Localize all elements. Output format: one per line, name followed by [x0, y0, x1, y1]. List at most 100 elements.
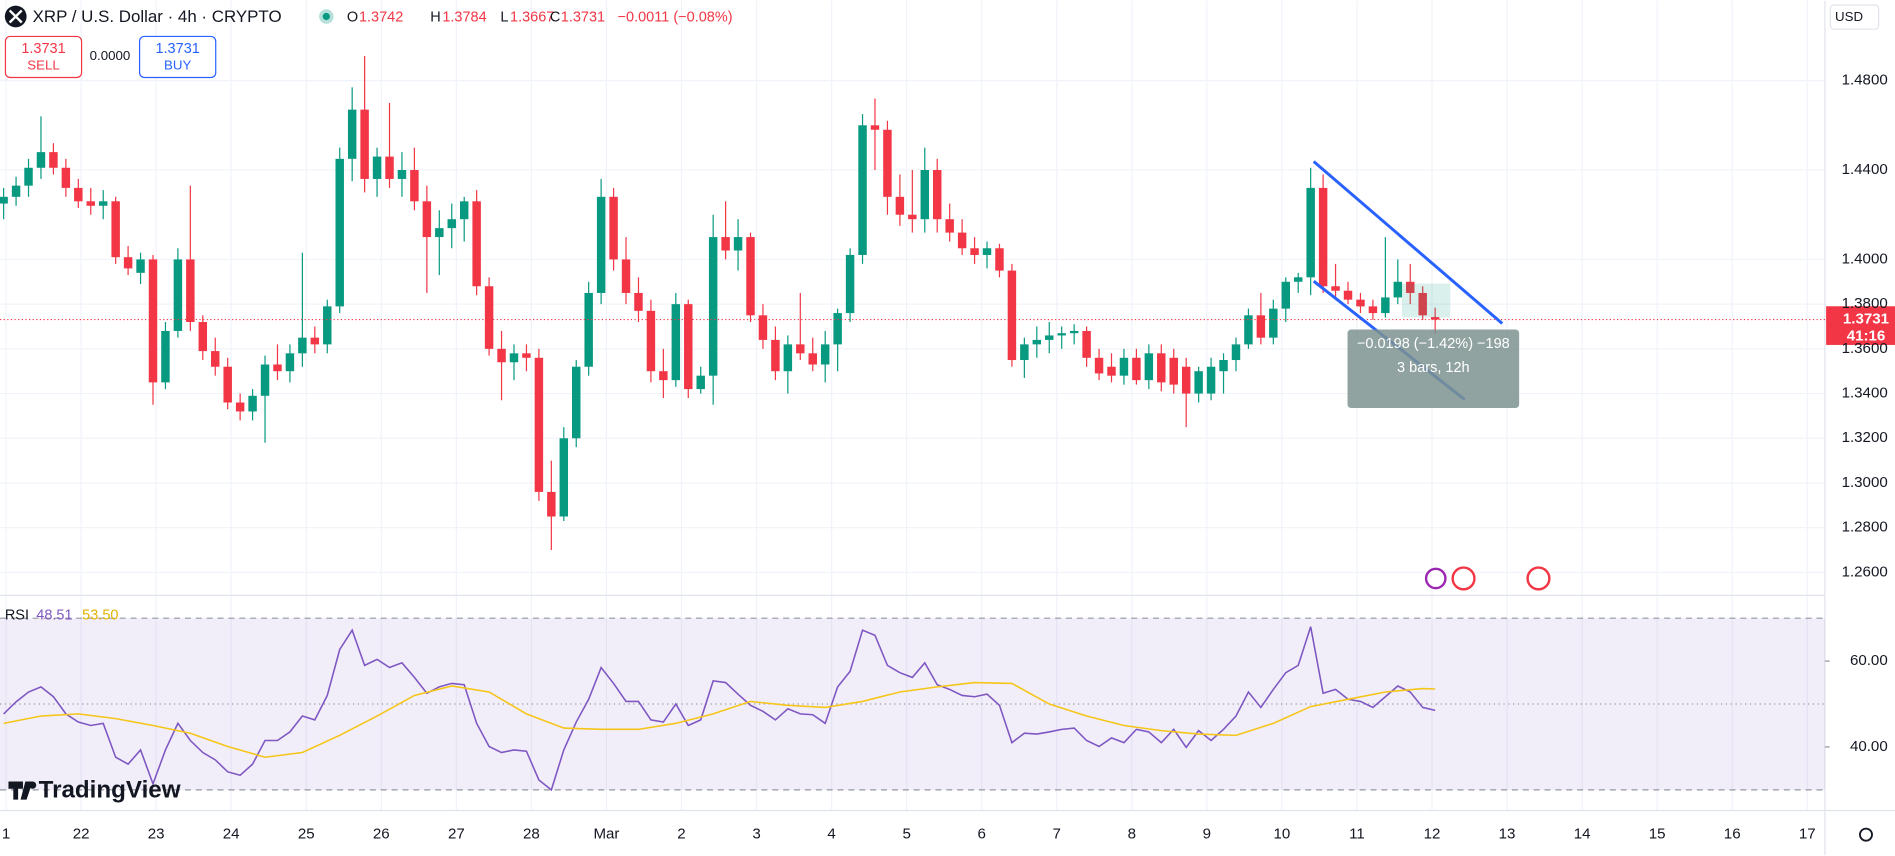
candle-body — [883, 129, 892, 197]
candle-body — [559, 438, 569, 517]
brand-logo — [29, 781, 37, 789]
price-tag-countdown: 41:16 — [1847, 327, 1886, 344]
sell-price: 1.3731 — [21, 41, 65, 57]
x-tick-label: Mar — [593, 826, 619, 843]
grid — [0, 0, 1825, 811]
candle-body — [522, 353, 531, 358]
candle-body — [1343, 290, 1353, 300]
sell-button[interactable] — [4, 35, 83, 79]
candle-body — [1020, 344, 1029, 361]
candle-body — [74, 187, 83, 202]
candle-body — [833, 313, 842, 345]
candle-body — [459, 201, 469, 220]
candle-body — [1132, 357, 1141, 381]
spread: 0.0000 — [90, 48, 131, 63]
candle-body — [1045, 335, 1054, 340]
candle-body — [758, 315, 768, 340]
ohlc-key: O — [347, 10, 358, 26]
rsi-tick-label: 60.00 — [1850, 652, 1888, 669]
candle-body — [783, 344, 793, 372]
x-tick-label: 12 — [1424, 826, 1441, 843]
candle-body — [61, 167, 71, 188]
candle-body — [1293, 277, 1303, 282]
price-tag-value: 1.3731 — [1843, 311, 1889, 328]
candle-body — [771, 339, 780, 372]
candle-body — [447, 219, 456, 229]
candle-body — [1094, 357, 1104, 374]
candle-body — [24, 167, 33, 186]
x-tick-label: 1 — [2, 826, 10, 843]
ohlc-key: L — [500, 10, 508, 26]
candle-body — [721, 237, 730, 251]
event-icon[interactable] — [1451, 566, 1476, 591]
x-tick-label: 24 — [223, 826, 240, 843]
candles — [0, 55, 1825, 551]
change: −0.0011 (−0.08%) — [618, 10, 733, 26]
x-tick-label: 8 — [1128, 826, 1136, 843]
candle-body — [422, 201, 432, 238]
candle-body — [98, 201, 108, 206]
candle-body — [111, 201, 120, 258]
candle-body — [1256, 315, 1266, 338]
buy-button[interactable] — [138, 35, 217, 79]
candle-body — [248, 395, 257, 412]
candle-body — [1032, 339, 1042, 345]
candle-body — [372, 156, 382, 179]
candle-body — [708, 237, 718, 376]
symbol-title: XRP / U.S. Dollar · 4h · CRYPTO — [33, 7, 282, 26]
y-tick-label: 1.4800 — [1842, 72, 1888, 89]
y-tick-label: 1.2600 — [1842, 563, 1888, 580]
candle-body — [360, 109, 369, 179]
candle-body — [957, 232, 967, 249]
candle-body — [1144, 353, 1154, 381]
candle-body — [410, 170, 419, 202]
event-icon[interactable] — [1424, 567, 1447, 590]
settings-icon[interactable] — [1859, 827, 1873, 842]
candle-body — [1430, 317, 1440, 320]
candle-body — [397, 170, 407, 179]
candle-body — [932, 170, 942, 220]
ohlc-value: 1.3784 — [442, 10, 486, 26]
candle-body — [323, 306, 332, 345]
candle-body — [684, 304, 693, 390]
rsi-value: 48.51 — [36, 608, 72, 624]
y-tick-label: 1.4400 — [1842, 161, 1888, 178]
candle-body — [808, 353, 817, 365]
candle-body — [1306, 187, 1315, 278]
rsi-pane — [0, 617, 1830, 792]
rsi-tick-label: 40.00 — [1850, 738, 1888, 755]
ohlc-value: 1.3731 — [561, 10, 605, 26]
candle-body — [1281, 281, 1291, 309]
candle-body — [1393, 281, 1403, 298]
candle-body — [86, 201, 95, 206]
candle-body — [895, 196, 905, 215]
candle-body — [746, 237, 755, 316]
y-tick-label: 1.3200 — [1842, 429, 1888, 446]
measure-range — [1401, 283, 1451, 318]
candle-body — [123, 257, 133, 269]
candle-body — [982, 248, 992, 255]
event-icon[interactable] — [1526, 566, 1551, 591]
x-tick-label: 22 — [73, 826, 90, 843]
candle-body — [186, 259, 195, 323]
x-tick-label: 14 — [1574, 826, 1591, 843]
candle-body — [1368, 306, 1378, 314]
candle-body — [995, 248, 1004, 271]
rsi-band — [0, 618, 1825, 790]
candle-body — [1206, 366, 1216, 394]
candle-body — [1406, 281, 1415, 293]
sell-label: SELL — [27, 58, 59, 73]
currency-button[interactable] — [1829, 4, 1880, 30]
x-tick-label: 5 — [902, 826, 910, 843]
candle-body — [497, 348, 506, 363]
candle-body — [908, 214, 917, 220]
x-tick-label: 28 — [523, 826, 540, 843]
symbol-icon — [8, 9, 23, 24]
candle-body — [1057, 333, 1066, 336]
candle-body — [1082, 330, 1091, 358]
x-tick-label: 13 — [1499, 826, 1516, 843]
candle-body — [671, 304, 681, 381]
candle-body — [161, 330, 170, 383]
candle-body — [845, 254, 855, 314]
candle-body — [1381, 297, 1390, 314]
